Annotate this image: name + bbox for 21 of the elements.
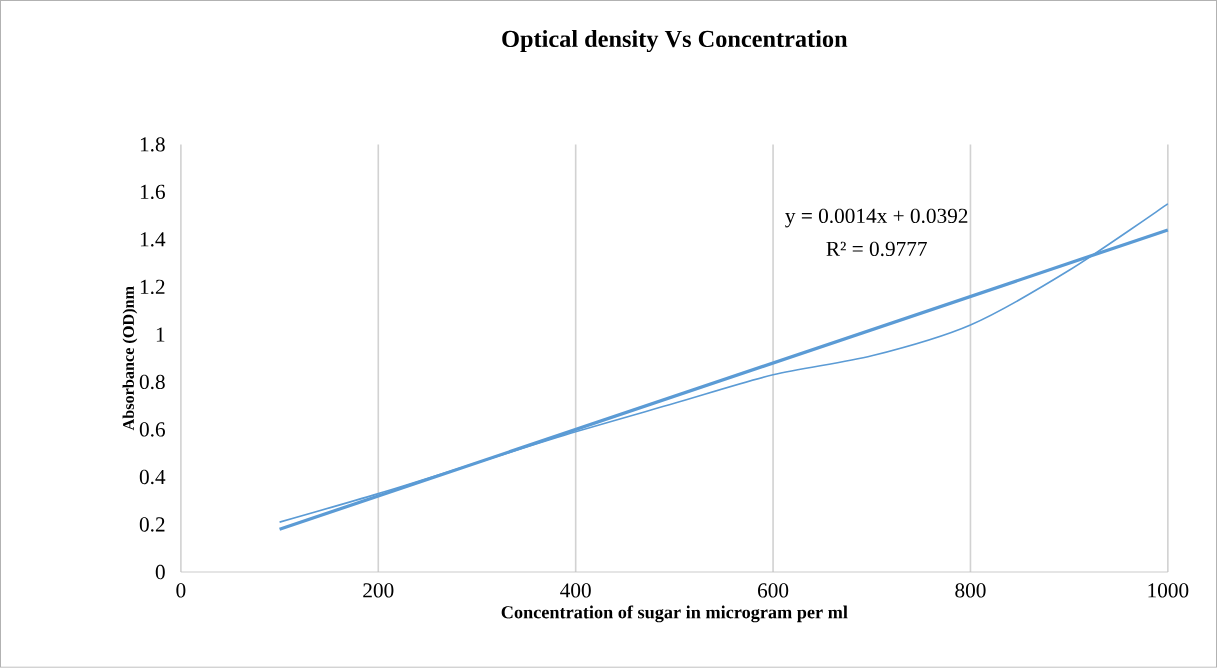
y-tick-label: 0.2 <box>139 517 165 532</box>
y-tick-label: 1.6 <box>140 184 165 200</box>
annotation: y = 0.0014x + 0.0392 <box>785 208 968 228</box>
y-tick-label: 1 <box>156 327 165 342</box>
x-tick-label: 200 <box>363 583 394 598</box>
y-axis-title: Absorbance (OD)nm <box>122 286 138 431</box>
y-tick-label: 0 <box>155 564 165 580</box>
chart-title: Optical density Vs Concentration <box>502 30 848 53</box>
x-tick-label: 600 <box>758 583 789 598</box>
x-tick-label: 800 <box>955 583 986 598</box>
y-tick-label: 1.4 <box>140 232 166 247</box>
x-tick-label: 400 <box>560 583 591 598</box>
annotation: R² = 0.9777 <box>826 241 927 257</box>
x-axis-title: Concentration of sugar in microgram per ml <box>501 605 848 623</box>
y-tick-label: 0.4 <box>139 469 166 485</box>
x-tick-label: 1000 <box>1148 583 1189 598</box>
y-tick-label: 1.2 <box>140 279 165 295</box>
y-tick-label: 1.8 <box>140 137 165 152</box>
y-tick-label: 0.8 <box>139 374 165 390</box>
y-tick-label: 0.6 <box>139 422 165 437</box>
x-tick-label: 0 <box>176 583 186 598</box>
